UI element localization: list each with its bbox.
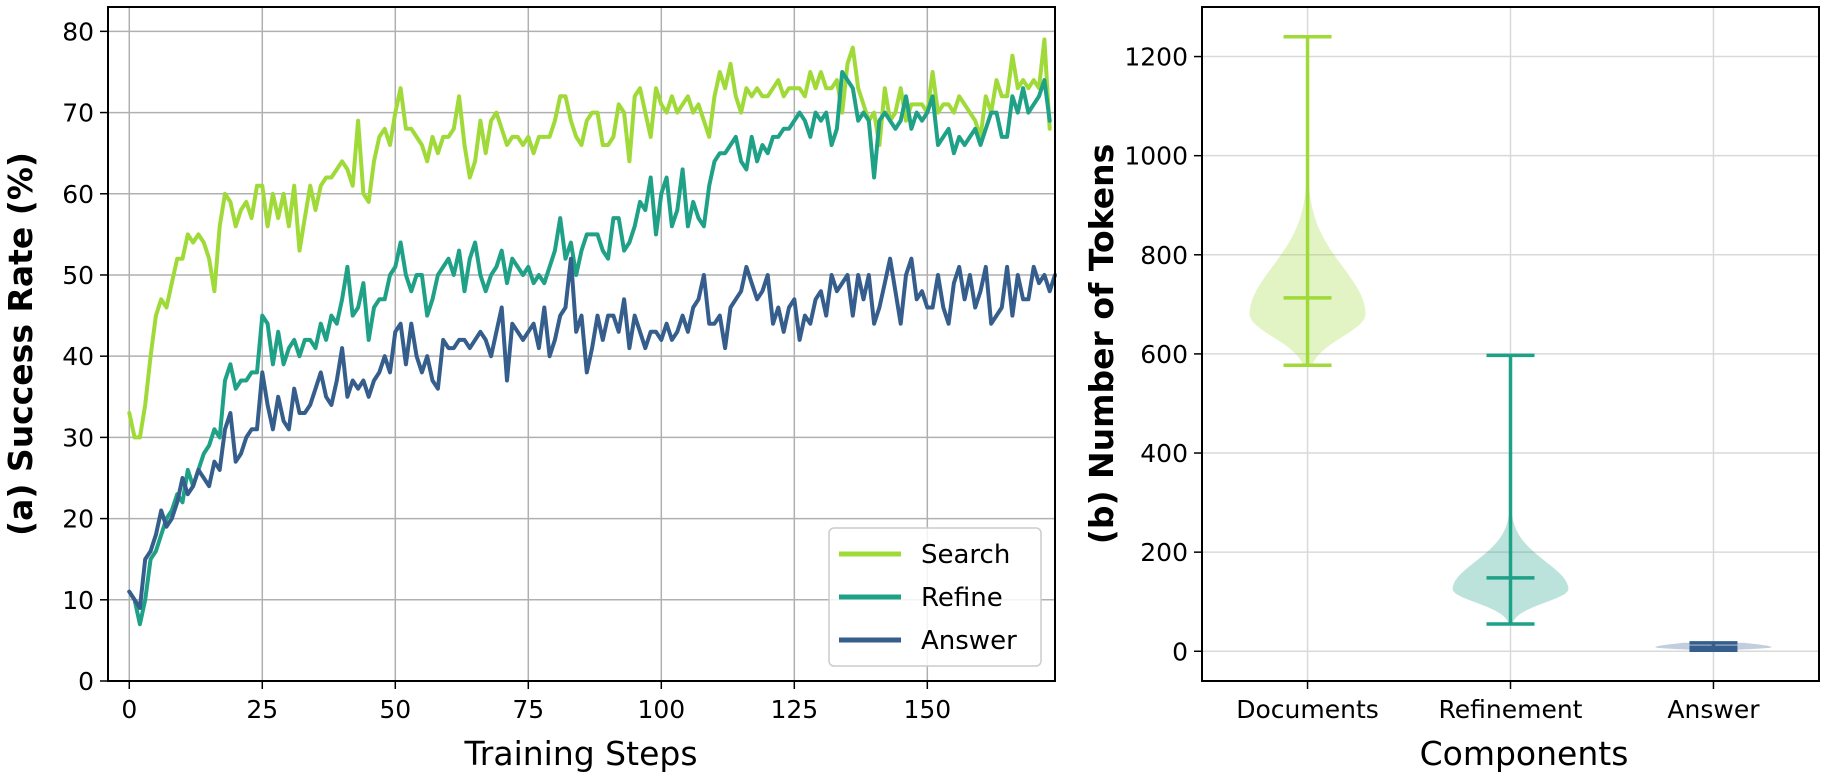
x-tick-label: 25 bbox=[246, 695, 278, 724]
y-tick-label: 80 bbox=[62, 17, 94, 46]
x-tick-label: Documents bbox=[1236, 695, 1379, 724]
success-rate-y-axis-title: (a) Success Rate (%) bbox=[1, 152, 40, 536]
token-count-x-axis-title: Components bbox=[1420, 734, 1629, 773]
y-tick-label: 30 bbox=[62, 423, 94, 452]
x-tick-label: Answer bbox=[1667, 695, 1760, 724]
x-tick-label: 125 bbox=[770, 695, 818, 724]
x-tick-label: 50 bbox=[379, 695, 411, 724]
y-tick-label: 10 bbox=[62, 586, 94, 615]
legend-box bbox=[828, 527, 1042, 667]
legend-label-search: Search bbox=[921, 540, 1010, 570]
series-line-refine bbox=[127, 70, 1052, 627]
x-tick-label: 75 bbox=[512, 695, 544, 724]
y-tick-label: 1200 bbox=[1124, 43, 1188, 72]
y-tick-label: 400 bbox=[1140, 439, 1188, 468]
series-line-search bbox=[127, 37, 1052, 440]
legend-label-refine: Refine bbox=[921, 583, 1003, 613]
token-count-chart: Documents Refinement Answer 0 200 400 600 800 10… bbox=[1082, 6, 1820, 773]
x-tick-label: 150 bbox=[903, 695, 951, 724]
legend-label-answer: Answer bbox=[921, 626, 1017, 656]
y-tick-label: 200 bbox=[1140, 538, 1188, 567]
success-rate-chart: 0 25 50 75 100 125 150 0 10 20 30 40 50 60 70 80 Traini… bbox=[1, 6, 1057, 773]
success-rate-ticks: 0 25 50 75 100 125 150 0 10 20 30 40 50 60 70 80 bbox=[62, 17, 951, 724]
token-count-y-axis-title: (b) Number of Tokens bbox=[1082, 144, 1121, 544]
x-tick-label: Refinement bbox=[1439, 695, 1583, 724]
y-tick-label: 40 bbox=[62, 342, 94, 371]
x-tick-label: 0 bbox=[121, 695, 137, 724]
y-tick-label: 1000 bbox=[1124, 142, 1188, 171]
success-rate-frame bbox=[107, 6, 1056, 682]
y-tick-label: 600 bbox=[1140, 340, 1188, 369]
token-count-ticks: Documents Refinement Answer 0 200 400 600 800 10… bbox=[1124, 43, 1760, 724]
y-tick-label: 0 bbox=[1172, 637, 1188, 666]
y-tick-label: 800 bbox=[1140, 241, 1188, 270]
y-tick-label: 0 bbox=[78, 667, 94, 696]
success-rate-legend: Search Refine Answer bbox=[828, 527, 1042, 667]
y-tick-label: 60 bbox=[62, 180, 94, 209]
success-rate-x-axis-title: Training Steps bbox=[463, 734, 697, 773]
success-rate-lines bbox=[127, 37, 1057, 627]
y-tick-label: 20 bbox=[62, 505, 94, 534]
token-count-violins bbox=[1249, 34, 1772, 653]
x-tick-label: 100 bbox=[637, 695, 685, 724]
series-line-answer bbox=[127, 256, 1057, 610]
y-tick-label: 50 bbox=[62, 261, 94, 290]
y-tick-label: 70 bbox=[62, 99, 94, 128]
